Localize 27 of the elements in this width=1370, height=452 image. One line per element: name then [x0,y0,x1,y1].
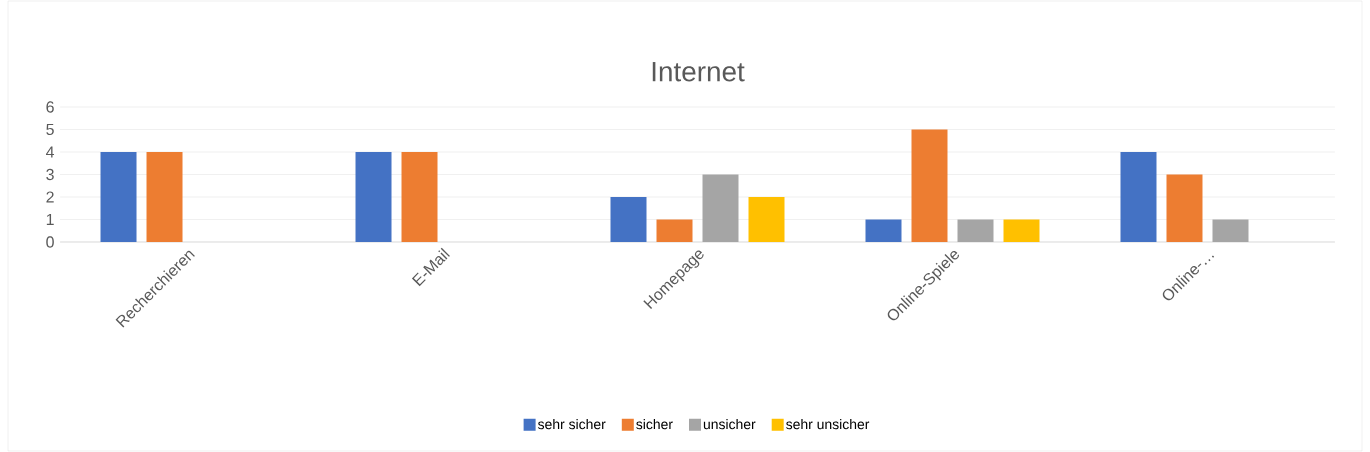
bar [1003,219,1040,242]
chart-title: Internet [652,62,745,82]
legend-label: unsicher [703,418,756,430]
bar [610,196,647,242]
y-tick-label: 5 [46,123,54,136]
y-tick-label: 3 [46,168,54,181]
bar [911,129,948,242]
y-tick-label: 0 [46,236,54,248]
bar [1212,219,1249,242]
y-tick-label: 6 [46,101,54,113]
bar [146,151,183,242]
bar [702,174,739,242]
y-tick-label: 4 [45,146,55,158]
bar [748,196,785,242]
bar [401,151,438,242]
bar [656,219,693,242]
bar [1166,174,1203,242]
y-tick-label: 1 [46,214,54,225]
legend-label: sicher [636,418,673,430]
bar [355,151,392,242]
bar [100,151,137,242]
legend-label: sehr unsicher [786,418,870,430]
y-tick-label: 2 [46,191,54,203]
bar [865,219,902,242]
bar [1120,151,1157,242]
legend-label: sehr sicher [537,418,606,430]
bar [957,219,994,242]
